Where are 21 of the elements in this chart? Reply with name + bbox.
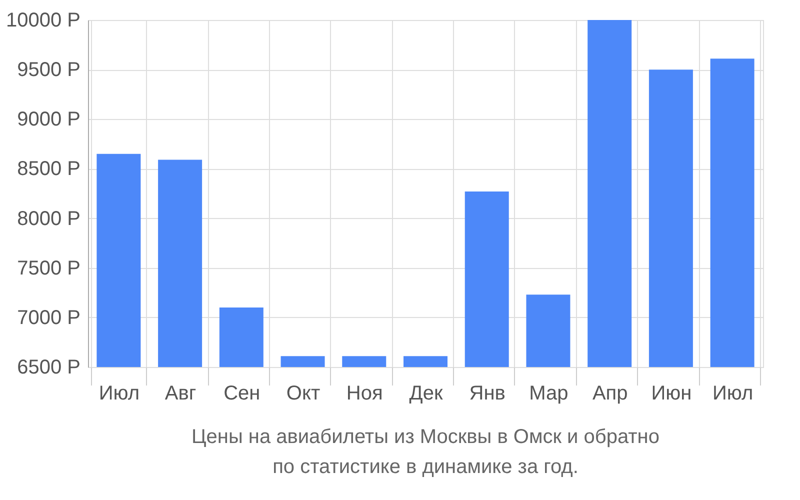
x-tick-label: Сен xyxy=(224,382,260,404)
y-tick-label: 7000 Р xyxy=(17,306,80,329)
text: Цены на авиабилеты из Москвы в Омск и обратно xyxy=(192,426,660,448)
x-tick-label: Июл xyxy=(712,382,754,404)
x-tick-label: Авг xyxy=(164,382,196,404)
x-tick-label: Дек xyxy=(409,382,443,404)
y-tick-label: 9500 Р xyxy=(17,59,80,82)
y-tick-label: 8500 Р xyxy=(17,158,80,180)
y-tick-label: 7500 Р xyxy=(17,257,80,280)
y-tick-label: 8000 Р xyxy=(17,208,80,230)
y-tick-label: 9000 Р xyxy=(17,108,80,131)
x-tick-label: Мар xyxy=(529,382,568,404)
x-tick-label: Апр xyxy=(592,382,628,404)
x-tick-label: Окт xyxy=(286,382,320,404)
x-tick-label: Июл xyxy=(98,382,140,404)
x-tick-label: Июн xyxy=(651,382,692,404)
x-tick-label: Янв xyxy=(469,382,506,404)
x-tick-label: Ноя xyxy=(346,382,383,404)
y-tick-label: 10000 Р xyxy=(6,10,80,32)
text: по статистике в динамике за год. xyxy=(272,456,578,478)
y-tick-label: 6500 Р xyxy=(17,356,80,378)
